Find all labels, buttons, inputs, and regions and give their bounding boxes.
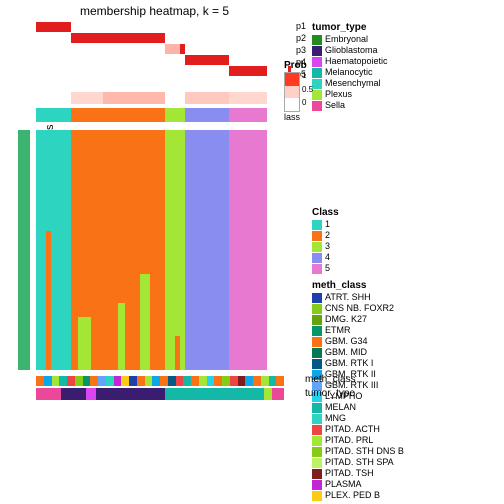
row-annotation-bar [18, 130, 30, 370]
legend-item: GBM. G34 [312, 336, 502, 347]
tumor-type-title: tumor_type [312, 22, 502, 33]
legend-item: 1 [312, 219, 502, 230]
legend-item: Glioblastoma [312, 45, 502, 56]
legend-item: PLASMA [312, 479, 502, 490]
prob-min: 0 [302, 97, 313, 108]
prob-gradient: 1 0.5 0 [284, 70, 313, 114]
meth-class-title: meth_class [312, 280, 502, 291]
legend-item: 5 [312, 263, 502, 274]
legend-item: Melanocytic [312, 67, 502, 78]
legend-item: ATRT. SHH [312, 292, 502, 303]
legend-item: Mesenchymal [312, 78, 502, 89]
legend-item: PITAD. PRL [312, 435, 502, 446]
legend-item: Plexus [312, 89, 502, 100]
legend-item: ETMR [312, 325, 502, 336]
class-legend: Class 12345 [312, 207, 502, 274]
legend-item: PLEX. PED B [312, 490, 502, 501]
tumor-type-legend: tumor_type EmbryonalGlioblastomaHaematop… [312, 22, 502, 111]
legend-item: GBM. RTK I [312, 358, 502, 369]
class-legend-title: Class [312, 207, 502, 218]
legend-item: 2 [312, 230, 502, 241]
legend-item: PITAD. TSH [312, 468, 502, 479]
legend-item: Embryonal [312, 34, 502, 45]
legend-item: 3 [312, 241, 502, 252]
chart-title: membership heatmap, k = 5 [80, 4, 229, 18]
legend-item: PITAD. STH SPA [312, 457, 502, 468]
prob-mid: 0.5 [302, 84, 313, 95]
class-anno-label: lass [284, 112, 300, 123]
legend-item: MNG [312, 413, 502, 424]
legend-item: PITAD. STH DNS B [312, 446, 502, 457]
legend-item: Sella [312, 100, 502, 111]
legend-item: MELAN [312, 402, 502, 413]
meth-class-row-label: meth_class [305, 374, 356, 385]
legend-item: 4 [312, 252, 502, 263]
legend-item: GBM. MID [312, 347, 502, 358]
legend-item: CNS NB. FOXR2 [312, 303, 502, 314]
legend-item: DMG. K27 [312, 314, 502, 325]
legend-item: Haematopoietic [312, 56, 502, 67]
legends-sidebar: tumor_type EmbryonalGlioblastomaHaematop… [312, 20, 502, 501]
tumor-type-row-label: tumor_type [305, 388, 355, 399]
prob-max: 1 [302, 70, 313, 81]
legend-item: PITAD. ACTH [312, 424, 502, 435]
